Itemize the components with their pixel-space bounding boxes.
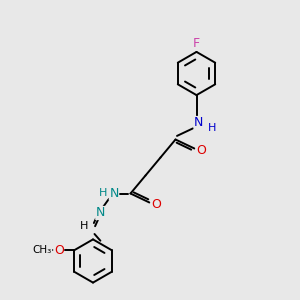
Text: N: N bbox=[109, 187, 119, 200]
Text: H: H bbox=[80, 221, 88, 231]
Text: H: H bbox=[99, 188, 107, 199]
Text: N: N bbox=[194, 116, 204, 130]
Text: H: H bbox=[208, 123, 216, 134]
Text: N: N bbox=[96, 206, 105, 220]
Text: F: F bbox=[193, 37, 200, 50]
Text: O: O bbox=[196, 143, 206, 157]
Text: O: O bbox=[54, 244, 64, 257]
Text: CH₃: CH₃ bbox=[33, 245, 52, 255]
Text: O: O bbox=[151, 197, 161, 211]
